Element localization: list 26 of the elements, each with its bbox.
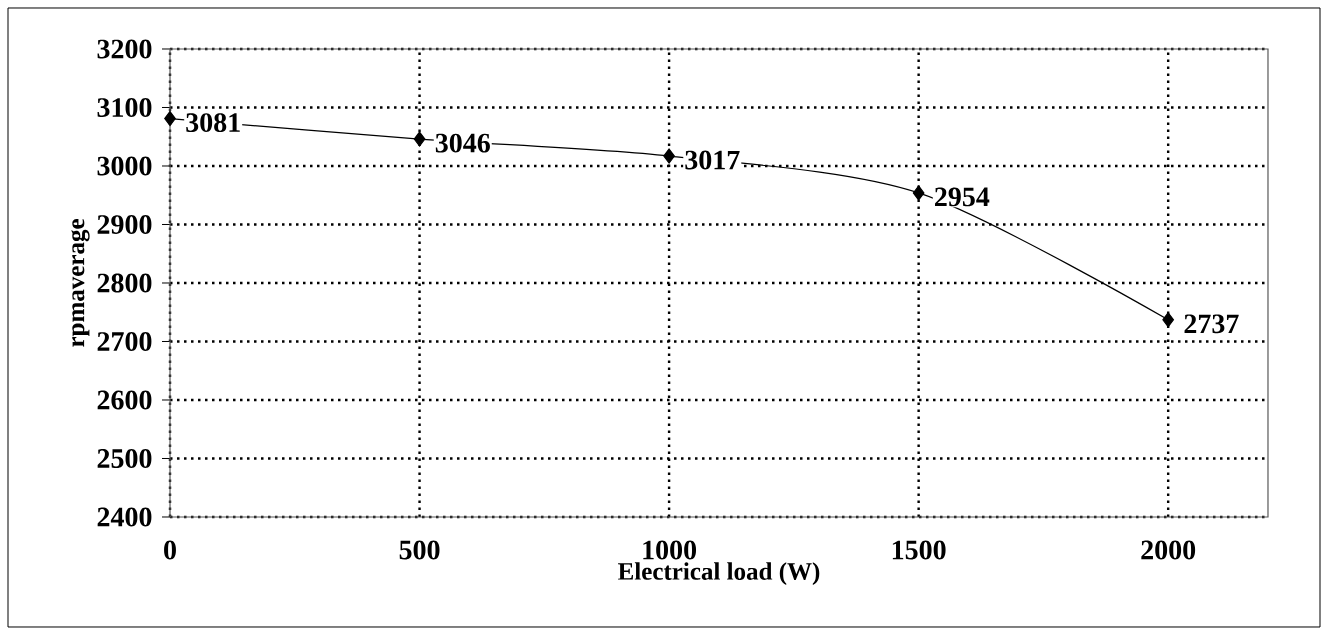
point [413,131,426,147]
data-label: 3017 [685,150,740,170]
point [164,111,176,127]
point [663,148,675,164]
y-tick-label: 2800 [97,273,152,293]
x-tick-label: 500 [399,540,440,560]
y-tick-label: 2400 [97,507,152,527]
data-label: 2954 [935,187,990,207]
y-tick-label: 2500 [97,449,152,468]
y-tick-label: 2700 [97,332,152,351]
point [912,185,925,201]
y-axis-title: rpmaverage [71,219,90,347]
point [1162,312,1175,328]
x-tick-label: 1500 [892,540,946,560]
x-tick-label: 1000 [643,540,697,560]
x-tick-label: 0 [164,540,176,560]
data-label: 3081 [186,113,240,133]
data-label: 2737 [1184,314,1239,334]
y-tick-label: 3000 [97,156,152,176]
x-axis-title: Electrical load (W) [618,562,820,585]
y-tick-label: 2900 [97,215,152,234]
data-label: 3046 [435,133,490,153]
y-tick-label: 3100 [97,98,152,117]
y-tick-label: 3200 [97,39,152,59]
y-tick-label: 2600 [97,390,152,410]
x-tick-label: 2000 [1141,540,1196,560]
